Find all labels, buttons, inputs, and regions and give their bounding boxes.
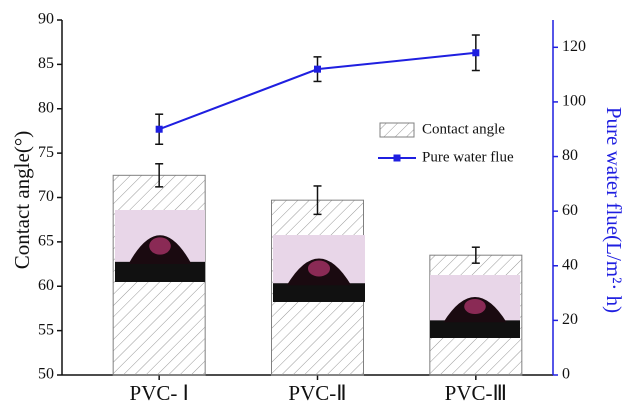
x-tick-label: PVC- Ⅰ bbox=[130, 381, 189, 405]
legend-swatch bbox=[379, 122, 415, 138]
image-base bbox=[430, 320, 520, 338]
droplet-spot bbox=[149, 237, 171, 255]
error-bar bbox=[155, 163, 164, 188]
droplet-image bbox=[273, 235, 365, 302]
legend-marker bbox=[393, 154, 401, 162]
y-tick-label: 80 bbox=[38, 99, 54, 116]
image-base bbox=[115, 261, 205, 282]
droplet-image bbox=[430, 275, 520, 338]
x-tick-label: PVC-Ⅱ bbox=[288, 381, 346, 405]
marker bbox=[472, 49, 480, 57]
droplet-spot bbox=[307, 260, 331, 277]
image-base bbox=[273, 283, 365, 302]
y-tick-label: 85 bbox=[38, 55, 54, 72]
y-tick-label: 60 bbox=[38, 277, 54, 294]
y-tick-label: 50 bbox=[38, 366, 54, 383]
y-tick-label: 65 bbox=[38, 233, 54, 250]
x-tick-label: PVC-Ⅲ bbox=[445, 381, 507, 405]
y2-axis-title: Pure water flue(L/m²· h) bbox=[602, 107, 626, 313]
y2-tick-label: 40 bbox=[562, 256, 578, 273]
y-tick-label: 70 bbox=[38, 188, 54, 205]
y2-tick-label: 120 bbox=[562, 38, 586, 55]
marker bbox=[314, 65, 321, 73]
y2-tick-label: 20 bbox=[562, 311, 578, 328]
error-bar bbox=[471, 246, 480, 264]
marker bbox=[155, 125, 163, 133]
y2-tick-label: 100 bbox=[562, 93, 586, 110]
y-tick-label: 90 bbox=[38, 11, 54, 28]
y-axis-title: Contact angle(°) bbox=[10, 131, 34, 269]
legend-label: Pure water flue bbox=[422, 149, 514, 165]
y2-tick-label: 80 bbox=[562, 147, 578, 164]
y-tick-label: 75 bbox=[38, 144, 54, 161]
legend-label: Contact angle bbox=[422, 121, 505, 137]
droplet-spot bbox=[464, 298, 486, 315]
y2-tick-label: 0 bbox=[562, 366, 570, 383]
error-bar bbox=[313, 185, 322, 216]
droplet-image bbox=[115, 210, 205, 282]
y-tick-label: 55 bbox=[38, 321, 54, 338]
y2-tick-label: 60 bbox=[562, 202, 578, 219]
